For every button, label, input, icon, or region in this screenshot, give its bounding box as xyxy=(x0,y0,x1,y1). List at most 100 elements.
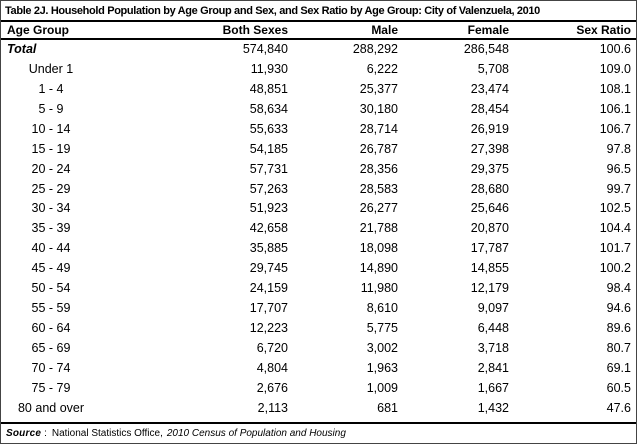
source-organization: National Statistics Office, xyxy=(51,428,163,439)
male-cell: 28,714 xyxy=(359,121,398,136)
age-group-cell: 15 - 19 xyxy=(1,139,191,159)
age-range-label: 5 - 9 xyxy=(38,101,64,116)
table-row: 65 - 69 6,720 3,002 3,718 80.7 xyxy=(1,338,636,358)
female-cell: 28,454 xyxy=(470,101,509,116)
table-row: Under 1 11,930 6,222 5,708 109.0 xyxy=(1,59,636,79)
age-group-cell: 30 - 34 xyxy=(1,199,191,219)
female-cell: 1,432 xyxy=(477,400,509,415)
table-row: 40 - 44 35,885 18,098 17,787 101.7 xyxy=(1,238,636,258)
sex-ratio-cell: 96.5 xyxy=(606,161,631,176)
both-sexes-cell: 42,658 xyxy=(249,221,288,236)
age-range-label: 75 - 79 xyxy=(31,380,71,395)
sex-ratio-cell: 102.5 xyxy=(599,201,631,216)
female-cell: 12,179 xyxy=(470,281,509,296)
table-header: Age Group Both Sexes Male Female Sex Rat… xyxy=(1,22,636,40)
table-row: 20 - 24 57,731 28,356 29,375 96.5 xyxy=(1,159,636,179)
age-group-cell: 1 - 4 xyxy=(1,79,191,99)
table-row: 5 - 9 58,634 30,180 28,454 106.1 xyxy=(1,99,636,119)
table-row: 30 - 34 51,923 26,277 25,646 102.5 xyxy=(1,199,636,219)
both-sexes-cell: 24,159 xyxy=(249,281,288,296)
table-row: 80 and over 2,113 681 1,432 47.6 xyxy=(1,398,636,418)
male-cell: 11,980 xyxy=(360,281,398,296)
table-row: 70 - 74 4,804 1,963 2,841 69.1 xyxy=(1,358,636,378)
male-cell: 8,610 xyxy=(366,301,398,316)
sex-ratio-cell: 97.8 xyxy=(606,141,631,156)
age-group-cell: 75 - 79 xyxy=(1,378,191,398)
male-cell: 6,222 xyxy=(366,61,398,76)
male-cell: 18,098 xyxy=(359,241,398,256)
sex-ratio-cell: 99.7 xyxy=(606,181,631,196)
age-group-cell: 20 - 24 xyxy=(1,159,191,179)
sex-ratio-cell: 104.4 xyxy=(599,221,631,236)
age-group-cell: 45 - 49 xyxy=(1,258,191,278)
both-sexes-cell: 6,720 xyxy=(256,341,288,356)
age-group-cell: 40 - 44 xyxy=(1,238,191,258)
sex-ratio-cell: 98.4 xyxy=(606,281,631,296)
age-range-label: 20 - 24 xyxy=(31,161,71,176)
sex-ratio-cell: 100.6 xyxy=(599,42,631,57)
sex-ratio-cell: 106.1 xyxy=(599,101,631,116)
sex-ratio-cell: 89.6 xyxy=(606,321,631,336)
sex-ratio-cell: 94.6 xyxy=(606,301,631,316)
female-cell: 27,398 xyxy=(470,141,509,156)
female-cell: 3,718 xyxy=(477,341,509,356)
male-cell: 1,963 xyxy=(366,360,398,375)
col-header-age-group: Age Group xyxy=(1,22,191,40)
age-group-cell: 60 - 64 xyxy=(1,318,191,338)
table-title: Table 2J. Household Population by Age Gr… xyxy=(1,1,636,22)
sex-ratio-cell: 109.0 xyxy=(599,61,631,76)
female-cell: 5,708 xyxy=(477,61,509,76)
both-sexes-cell: 2,113 xyxy=(257,400,288,415)
age-range-label: 30 - 34 xyxy=(31,201,71,216)
male-cell: 681 xyxy=(377,400,398,415)
age-group-cell: 70 - 74 xyxy=(1,358,191,378)
age-range-label: 70 - 74 xyxy=(31,360,71,375)
both-sexes-cell: 4,804 xyxy=(256,360,288,375)
both-sexes-cell: 55,633 xyxy=(249,121,288,136)
age-range-label: 80 and over xyxy=(17,400,85,415)
age-range-label: 50 - 54 xyxy=(31,281,71,296)
sex-ratio-cell: 47.6 xyxy=(606,400,631,415)
source-note: Source : National Statistics Office, 201… xyxy=(1,422,636,443)
age-group-cell: 50 - 54 xyxy=(1,278,191,298)
age-group-cell: 55 - 59 xyxy=(1,298,191,318)
both-sexes-cell: 57,263 xyxy=(249,181,288,196)
age-group-cell: 5 - 9 xyxy=(1,99,191,119)
female-cell: 1,667 xyxy=(477,380,509,395)
female-cell: 20,870 xyxy=(470,221,509,236)
source-separator: : xyxy=(44,428,47,439)
table-row: 60 - 64 12,223 5,775 6,448 89.6 xyxy=(1,318,636,338)
female-cell: 2,841 xyxy=(477,360,509,375)
age-group-cell: 65 - 69 xyxy=(1,338,191,358)
sex-ratio-cell: 100.2 xyxy=(599,261,631,276)
female-cell: 17,787 xyxy=(470,241,509,256)
female-cell: 6,448 xyxy=(477,321,509,336)
both-sexes-cell: 35,885 xyxy=(249,241,288,256)
table-row: 55 - 59 17,707 8,610 9,097 94.6 xyxy=(1,298,636,318)
female-cell: 286,548 xyxy=(463,42,509,57)
col-header-female: Female xyxy=(398,22,509,40)
age-group-cell: Total xyxy=(7,42,37,57)
female-cell: 28,680 xyxy=(470,181,509,196)
table-row: 35 - 39 42,658 21,788 20,870 104.4 xyxy=(1,218,636,238)
both-sexes-cell: 11,930 xyxy=(250,61,288,76)
col-header-male: Male xyxy=(288,22,398,40)
male-cell: 28,356 xyxy=(359,161,398,176)
table-row: 50 - 54 24,159 11,980 12,179 98.4 xyxy=(1,278,636,298)
age-range-label: 1 - 4 xyxy=(38,81,64,96)
female-cell: 26,919 xyxy=(470,121,509,136)
table-row: 15 - 19 54,185 26,787 27,398 97.8 xyxy=(1,139,636,159)
both-sexes-cell: 54,185 xyxy=(249,141,288,156)
both-sexes-cell: 12,223 xyxy=(249,321,288,336)
age-range-label: 55 - 59 xyxy=(31,301,71,316)
sex-ratio-cell: 101.7 xyxy=(599,241,631,256)
both-sexes-cell: 29,745 xyxy=(249,261,288,276)
male-cell: 30,180 xyxy=(359,101,398,116)
table-row: 1 - 4 48,851 25,377 23,474 108.1 xyxy=(1,79,636,99)
male-cell: 14,890 xyxy=(359,261,398,276)
table-row: 45 - 49 29,745 14,890 14,855 100.2 xyxy=(1,258,636,278)
both-sexes-cell: 57,731 xyxy=(249,161,288,176)
both-sexes-cell: 17,707 xyxy=(249,301,288,316)
male-cell: 28,583 xyxy=(359,181,398,196)
